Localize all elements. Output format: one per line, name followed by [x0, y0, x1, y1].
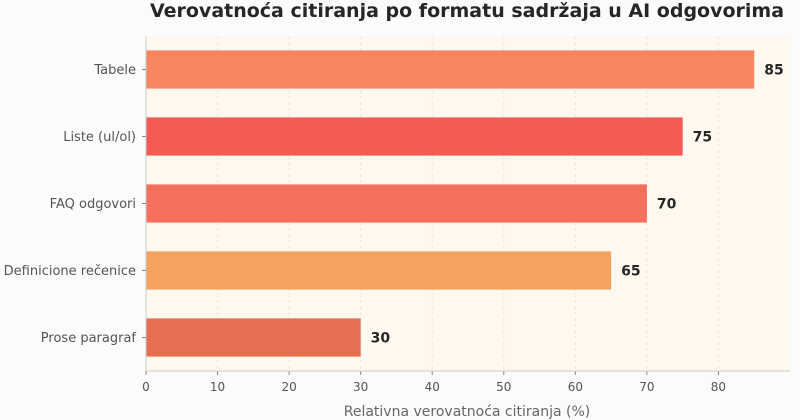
- category-label: Liste (ul/ol): [63, 130, 136, 145]
- bar: [146, 50, 755, 89]
- category-label: FAQ odgovori: [50, 197, 136, 212]
- x-tick-label: 40: [425, 380, 440, 394]
- data-label: 65: [621, 264, 640, 280]
- x-tick-label: 20: [281, 380, 296, 394]
- axes: 0 10 20 30 40 50 60 70 80 Tabele Liste (ul/ol) FAQ …: [4, 36, 790, 394]
- x-tick-label: 70: [639, 380, 654, 394]
- x-tick-label: 50: [496, 380, 511, 394]
- category-label: Prose paragraf: [41, 331, 137, 346]
- bar: [146, 117, 683, 156]
- bar: [146, 184, 647, 223]
- x-tick-label: 0: [142, 380, 150, 394]
- bar: [146, 318, 361, 357]
- x-axis-label: Relativna verovatnoća citiranja (%): [344, 404, 591, 420]
- category-label: Definicione rečenice: [4, 264, 136, 279]
- x-tick-label: 10: [210, 380, 225, 394]
- data-label: 70: [657, 197, 677, 213]
- data-label: 75: [693, 130, 712, 146]
- bars: 85 75 70 65 30: [146, 50, 784, 357]
- x-tick-label: 80: [711, 380, 726, 394]
- bar: [146, 251, 612, 290]
- chart-title: Verovatnoća citiranja po formatu sadržaj…: [150, 0, 784, 22]
- x-tick-label: 30: [353, 380, 368, 394]
- data-label: 30: [371, 331, 391, 347]
- x-tick-label: 60: [568, 380, 583, 394]
- data-label: 85: [764, 63, 783, 79]
- category-label: Tabele: [93, 63, 136, 78]
